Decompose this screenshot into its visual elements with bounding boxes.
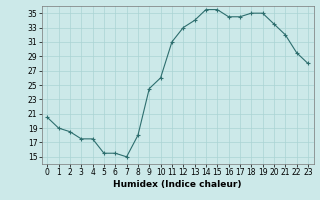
X-axis label: Humidex (Indice chaleur): Humidex (Indice chaleur) — [113, 180, 242, 189]
